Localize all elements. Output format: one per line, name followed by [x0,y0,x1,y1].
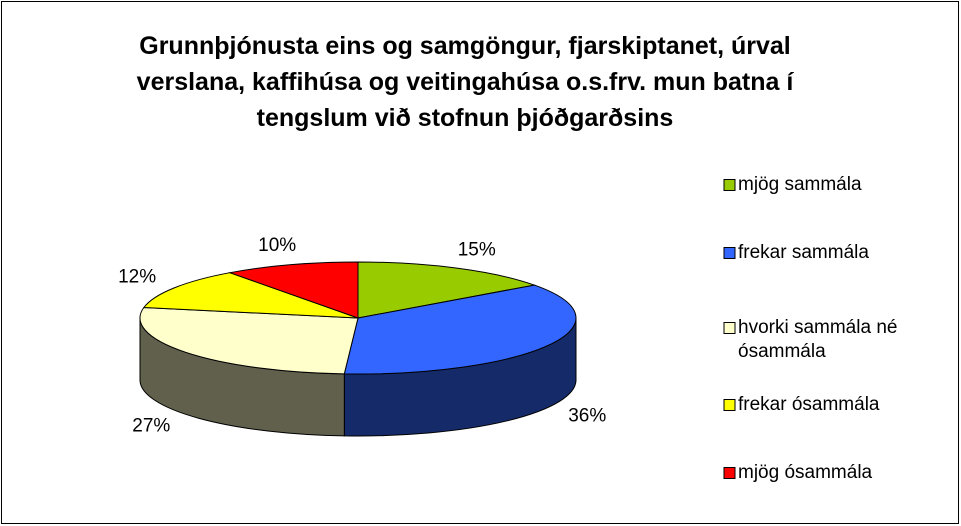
legend-swatch [723,467,736,479]
pie-slice [343,284,577,375]
legend-label: mjög sammála [738,174,862,195]
legend-label: frekar ósammála [738,394,880,415]
pie-slice [357,261,537,319]
pie-slice [227,261,359,319]
legend-label: hvorki sammála né ósammála [738,317,898,362]
legend-swatch [723,179,736,191]
data-label: 10% [258,235,296,256]
data-label: 12% [118,267,156,288]
data-label: 15% [458,240,496,261]
pie-slice [142,272,359,319]
pie-slice [139,306,359,375]
legend-label: mjög ósammála [738,462,873,483]
chart-title: Grunnþjónusta eins og samgöngur, fjarski… [136,32,794,132]
data-label: 27% [132,415,170,436]
data-label: 36% [568,405,606,426]
legend-swatch [723,322,736,334]
legend-swatch [723,247,736,259]
legend-label: frekar sammála [738,242,869,263]
legend-swatch [723,399,736,411]
